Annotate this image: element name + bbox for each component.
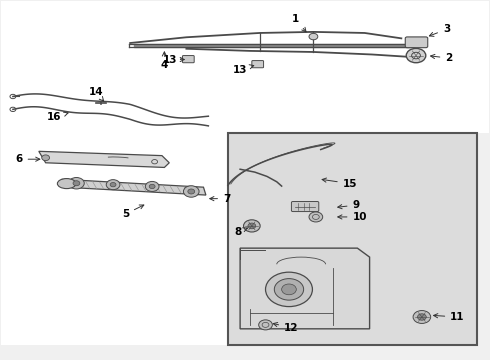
Text: 4: 4	[161, 52, 168, 70]
Circle shape	[413, 311, 431, 323]
Circle shape	[110, 183, 116, 187]
Circle shape	[274, 279, 304, 300]
Text: 9: 9	[338, 200, 360, 210]
Text: 8: 8	[234, 227, 247, 237]
FancyBboxPatch shape	[182, 55, 194, 63]
Circle shape	[69, 177, 84, 189]
Circle shape	[282, 284, 296, 295]
Text: 6: 6	[15, 154, 40, 164]
Bar	[0, 0, 490, 134]
Text: 5: 5	[122, 205, 144, 219]
Circle shape	[309, 212, 323, 222]
Circle shape	[406, 48, 426, 63]
Polygon shape	[240, 248, 369, 329]
Text: 13: 13	[163, 54, 184, 64]
Text: 7: 7	[210, 194, 230, 204]
Text: 2: 2	[431, 53, 453, 63]
FancyBboxPatch shape	[252, 60, 264, 68]
Ellipse shape	[57, 179, 76, 189]
Text: 16: 16	[47, 112, 68, 122]
Circle shape	[42, 155, 49, 161]
Text: 10: 10	[338, 212, 367, 222]
Circle shape	[106, 180, 120, 190]
Circle shape	[149, 184, 155, 189]
Circle shape	[188, 189, 195, 194]
Circle shape	[183, 186, 199, 197]
Polygon shape	[62, 179, 206, 195]
Text: 11: 11	[434, 312, 465, 322]
Circle shape	[244, 220, 260, 232]
Text: 14: 14	[89, 87, 103, 101]
Circle shape	[259, 320, 272, 330]
Circle shape	[266, 272, 313, 307]
Circle shape	[73, 181, 80, 186]
Circle shape	[146, 181, 159, 192]
Text: 3: 3	[429, 24, 450, 36]
Text: 15: 15	[322, 178, 357, 189]
Bar	[0, 123, 230, 345]
Polygon shape	[39, 151, 169, 167]
Text: 1: 1	[292, 14, 306, 32]
Text: 12: 12	[273, 323, 298, 333]
Bar	[228, 134, 477, 345]
Circle shape	[248, 223, 256, 229]
FancyBboxPatch shape	[405, 37, 428, 48]
FancyBboxPatch shape	[292, 202, 319, 212]
Text: 13: 13	[233, 64, 254, 75]
Circle shape	[417, 314, 426, 320]
Circle shape	[309, 33, 318, 40]
